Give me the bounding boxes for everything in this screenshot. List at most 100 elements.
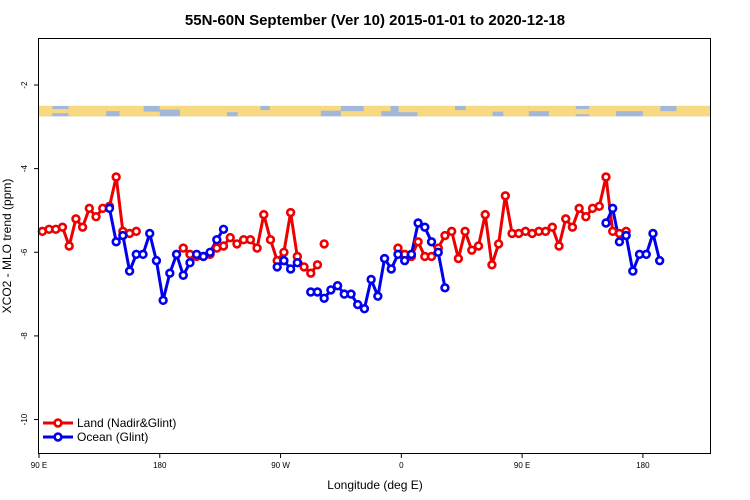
land-data-point: [131, 226, 141, 237]
ocean-data-point: [366, 274, 376, 285]
ocean-data-point: [158, 295, 168, 306]
ocean-data-point: [406, 249, 417, 260]
land-mask-block: [381, 105, 391, 112]
ocean-data-point: [279, 255, 289, 266]
land-data-point: [259, 209, 269, 220]
ocean-data-point: [399, 255, 410, 266]
land-data-point: [225, 232, 235, 243]
land-mask-block: [660, 111, 677, 117]
ocean-data-point: [212, 235, 222, 245]
land-mask-block: [548, 105, 576, 117]
land-data-point: [306, 268, 316, 278]
land-mask-block: [616, 105, 643, 112]
ocean-data-point: [379, 253, 390, 264]
ocean-data-point: [285, 264, 296, 274]
land-data-point: [440, 230, 450, 241]
land-data-point: [467, 245, 477, 255]
land-mask-block: [676, 105, 710, 117]
land-ocean-mask-strip: [39, 105, 710, 117]
land-data-point: [218, 241, 229, 251]
ocean-data-point: [359, 304, 370, 314]
y-tick-label: -4: [20, 165, 29, 173]
ocean-data-point: [621, 230, 631, 241]
ocean-data-point: [393, 249, 403, 260]
land-data-point: [480, 209, 490, 220]
legend-land-marker: [53, 418, 63, 428]
x-tick-label: 90 W: [271, 461, 290, 470]
legend-land-label: Land (Nadir&Glint): [77, 416, 176, 430]
x-axis-label: Longitude (deg E): [327, 478, 422, 492]
land-data-point: [487, 260, 497, 270]
land-mask-block: [52, 109, 69, 114]
land-mask-block: [642, 105, 661, 117]
land-mask-block: [260, 110, 270, 117]
land-data-point: [265, 235, 276, 245]
y-axis: -2 -4 -6 -8 -10: [20, 81, 39, 425]
ocean-data-point: [312, 287, 323, 297]
y-tick-label: -2: [20, 81, 29, 89]
land-mask-block: [269, 105, 321, 117]
land-data-point: [252, 243, 262, 253]
land-mask-block: [465, 105, 493, 117]
ocean-data-point: [332, 281, 343, 291]
x-tick-label: 180: [636, 461, 650, 470]
land-data-point: [594, 201, 604, 211]
land-data-point: [460, 226, 470, 237]
ocean-data-point: [353, 299, 363, 310]
ocean-data-point: [614, 237, 625, 247]
land-mask-block: [528, 105, 549, 112]
land-mask-block: [106, 105, 120, 112]
land-mask-block: [575, 109, 590, 115]
land-data-point: [245, 235, 256, 245]
land-data-point: [64, 241, 74, 251]
land-mask-block: [143, 111, 160, 117]
ocean-data-point: [413, 218, 423, 228]
ocean-data-point: [138, 249, 148, 260]
land-mask-block: [398, 105, 418, 113]
land-data-point: [71, 214, 81, 224]
x-tick-label: 0: [399, 461, 404, 470]
ocean-data-point: [111, 237, 121, 247]
ocean-data-point: [171, 249, 182, 260]
legend-ocean-marker: [53, 432, 63, 442]
ocean-data-point: [124, 266, 135, 276]
land-data-point: [279, 247, 289, 257]
land-mask-block: [417, 105, 456, 117]
land-data-point: [561, 214, 571, 224]
ocean-data-point: [185, 258, 195, 268]
land-mask-block: [226, 105, 238, 113]
x-tick-label: 90 E: [31, 461, 47, 470]
x-tick-label: 90 E: [514, 461, 530, 470]
land-data-point: [77, 222, 88, 232]
land-mask-block: [363, 105, 382, 117]
land-mask-block: [503, 105, 529, 117]
land-data-point: [581, 212, 591, 222]
ocean-data-point: [608, 203, 618, 214]
legend-ocean-label: Ocean (Glint): [77, 430, 148, 444]
x-tick-label: 180: [153, 461, 167, 470]
ocean-data-point: [601, 218, 611, 228]
land-data-point: [285, 207, 296, 218]
land-data-point: [232, 239, 242, 249]
ocean-data-point: [178, 270, 188, 280]
ocean-data-point: [426, 237, 437, 247]
ocean-data-point: [118, 230, 128, 241]
land-data-point: [413, 237, 423, 247]
y-axis-label: XCO2 - MLO trend (ppm): [0, 179, 14, 314]
land-data-point: [319, 239, 329, 249]
land-data-point: [446, 226, 457, 237]
land-mask-block: [589, 105, 617, 117]
land-data-point: [567, 222, 578, 232]
ocean-data-point: [628, 266, 638, 276]
land-data-point: [453, 253, 464, 264]
land-mask-block: [237, 105, 261, 117]
ocean-data-point: [440, 283, 450, 293]
land-data-point: [500, 191, 511, 201]
ocean-data-point: [104, 203, 115, 214]
ocean-data-point: [641, 249, 651, 260]
ocean-data-point: [151, 255, 162, 266]
ocean-data-point: [386, 264, 396, 274]
plot-area: [37, 38, 711, 454]
ocean-data-point: [218, 224, 229, 234]
land-mask-block: [179, 105, 227, 117]
